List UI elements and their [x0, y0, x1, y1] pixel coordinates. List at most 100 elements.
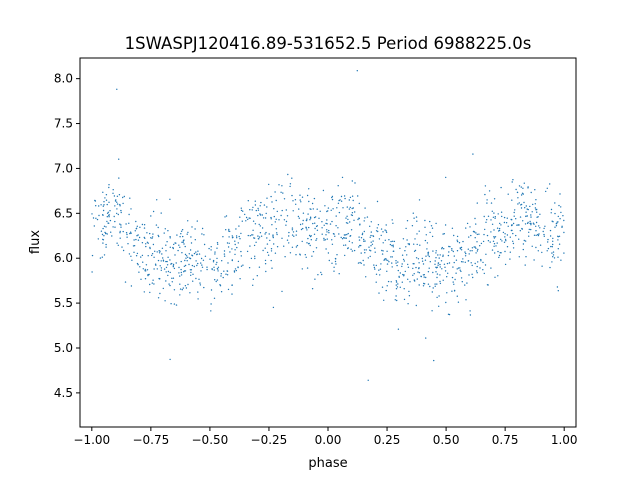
data-point	[515, 234, 517, 237]
data-point	[354, 211, 356, 213]
data-point	[479, 245, 481, 247]
data-point	[235, 228, 237, 230]
x-tick-label: −0.25	[251, 433, 288, 447]
data-point	[183, 271, 185, 273]
data-point	[217, 268, 219, 270]
data-point	[326, 219, 328, 221]
data-point	[485, 253, 487, 255]
data-point	[547, 238, 549, 241]
data-point	[391, 244, 393, 247]
data-point	[407, 243, 409, 245]
data-point	[342, 207, 344, 209]
data-point	[240, 255, 242, 257]
data-point	[453, 234, 455, 237]
data-point	[177, 249, 179, 252]
data-point	[273, 243, 275, 245]
data-point	[445, 301, 447, 304]
data-point	[383, 299, 385, 301]
data-point	[422, 285, 425, 287]
data-point	[446, 262, 449, 265]
data-point	[535, 230, 537, 232]
data-point	[395, 262, 397, 264]
data-point	[552, 251, 555, 253]
data-point	[526, 208, 528, 210]
data-point	[475, 252, 477, 254]
data-point	[374, 247, 376, 249]
data-point	[436, 273, 439, 275]
data-point	[210, 303, 212, 305]
data-point	[506, 217, 508, 219]
data-point	[343, 234, 346, 236]
data-point	[465, 299, 467, 301]
data-point	[150, 215, 152, 217]
data-point	[486, 199, 488, 201]
data-point	[133, 239, 135, 241]
data-point	[336, 207, 338, 209]
data-point	[212, 261, 215, 263]
data-point	[399, 272, 401, 274]
data-point	[369, 225, 371, 227]
data-point	[204, 255, 207, 257]
data-point	[431, 227, 434, 229]
data-point	[157, 226, 159, 229]
data-point	[257, 209, 260, 211]
data-point	[381, 253, 384, 255]
data-point	[499, 222, 501, 225]
data-point	[458, 242, 461, 244]
data-point	[391, 266, 393, 268]
data-point	[328, 259, 330, 262]
data-point	[291, 246, 294, 248]
data-point	[382, 242, 384, 244]
data-point	[388, 239, 390, 241]
data-point	[210, 310, 212, 312]
data-point	[360, 244, 362, 247]
data-point	[549, 229, 552, 232]
data-point	[272, 235, 274, 237]
data-point	[226, 274, 229, 276]
data-point	[295, 246, 298, 248]
data-point	[549, 183, 551, 185]
data-point	[214, 253, 216, 255]
data-point	[239, 216, 241, 218]
data-point	[126, 233, 128, 236]
y-tick-label: 5.0	[54, 341, 73, 355]
data-point	[476, 265, 478, 268]
data-point	[276, 233, 278, 236]
data-point	[200, 257, 203, 260]
data-point	[105, 226, 107, 228]
y-tick-label: 7.0	[54, 161, 73, 175]
data-point	[136, 235, 138, 237]
data-point	[119, 230, 121, 233]
data-point	[254, 204, 257, 206]
data-point	[504, 263, 507, 266]
data-point	[370, 241, 372, 243]
data-point	[259, 213, 261, 215]
data-point	[524, 240, 527, 242]
data-point	[226, 270, 228, 272]
data-point	[131, 259, 133, 261]
data-point	[494, 276, 496, 278]
data-point	[401, 265, 403, 268]
data-point	[167, 274, 169, 277]
data-point	[165, 266, 168, 269]
data-point	[95, 217, 97, 219]
data-point	[193, 252, 196, 255]
data-point	[500, 238, 502, 241]
data-point	[326, 229, 328, 231]
data-point	[358, 239, 361, 241]
data-point	[447, 254, 450, 257]
data-point	[237, 242, 239, 244]
data-point	[484, 185, 487, 187]
y-tick-label: 7.5	[54, 117, 73, 131]
data-point	[192, 273, 194, 275]
data-point	[397, 283, 399, 285]
data-point	[254, 255, 256, 257]
data-point	[299, 254, 301, 256]
data-point	[353, 249, 356, 252]
data-point	[396, 299, 398, 302]
data-point	[358, 202, 360, 205]
data-point	[188, 253, 190, 255]
data-point	[141, 223, 144, 226]
data-point	[189, 249, 192, 251]
data-point	[273, 215, 275, 218]
